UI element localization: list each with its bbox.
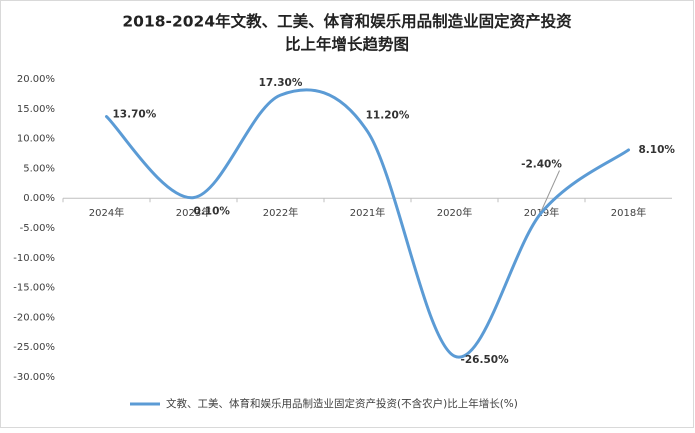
leader-line bbox=[541, 170, 560, 211]
y-tick-label: 10.00% bbox=[17, 134, 55, 145]
data-label: 17.30% bbox=[259, 77, 303, 89]
data-label: 0.10% bbox=[194, 206, 231, 218]
x-tick-label: 2023年 bbox=[176, 206, 211, 219]
x-tick-label: 2018年 bbox=[611, 206, 646, 219]
y-tick-label: -25.00% bbox=[13, 342, 55, 353]
data-label: -26.50% bbox=[461, 354, 510, 366]
y-tick-label: -15.00% bbox=[13, 283, 55, 294]
data-label: 13.70% bbox=[113, 109, 157, 121]
y-tick-label: -30.00% bbox=[13, 372, 55, 383]
line-series bbox=[105, 88, 630, 359]
y-tick-label: 5.00% bbox=[23, 163, 55, 174]
x-tick-label: 2022年 bbox=[263, 206, 298, 219]
data-label: 8.10% bbox=[639, 144, 676, 156]
data-label: -2.40% bbox=[521, 159, 562, 171]
y-tick-label: -5.00% bbox=[20, 223, 55, 234]
y-tick-label: -10.00% bbox=[13, 253, 55, 264]
x-tick-label: 2024年 bbox=[89, 206, 124, 219]
y-tick-label: 20.00% bbox=[17, 74, 55, 85]
chart-title: 2018-2024年文教、工美、体育和娱乐用品制造业固定资产投资 bbox=[122, 12, 572, 31]
x-tick-label: 2020年 bbox=[437, 206, 472, 219]
legend-label: 文教、工美、体育和娱乐用品制造业固定资产投资(不含农户)比上年增长(%) bbox=[166, 397, 518, 410]
chart-title: 比上年增长趋势图 bbox=[285, 35, 409, 54]
x-tick-label: 2021年 bbox=[350, 206, 385, 219]
y-tick-label: 0.00% bbox=[23, 193, 55, 204]
y-tick-label: 15.00% bbox=[17, 104, 55, 115]
data-label: 11.20% bbox=[366, 109, 410, 121]
y-tick-label: -20.00% bbox=[13, 312, 55, 323]
